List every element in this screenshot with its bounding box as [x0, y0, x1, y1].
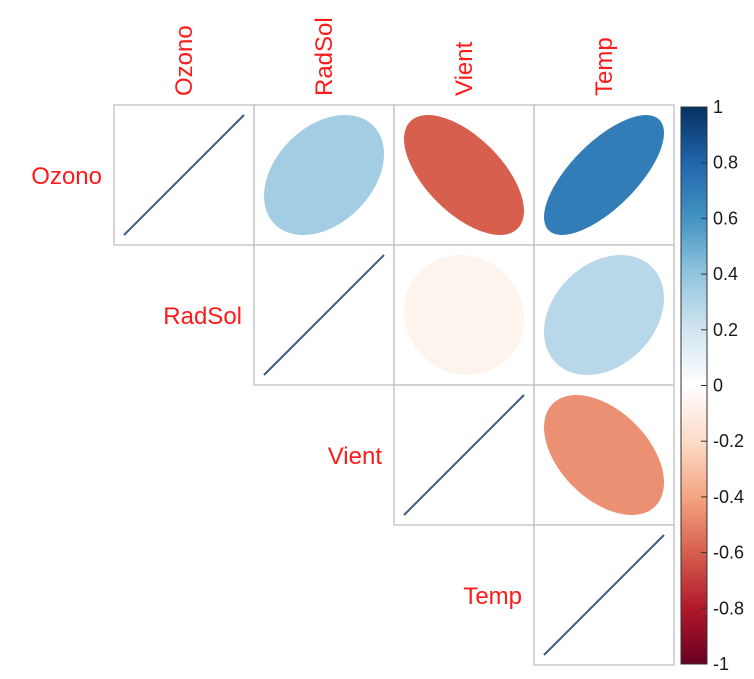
column-labels: Ozono RadSol Vient Temp [171, 17, 618, 96]
row-label-temp: Temp [463, 583, 522, 610]
column-label-temp: Temp [591, 37, 618, 96]
diagonal-line [403, 394, 525, 516]
colorbar-tick-label: -1 [713, 654, 729, 674]
column-label-vient: Vient [451, 41, 478, 96]
cell-vient-temp [533, 384, 675, 526]
colorbar-tick-label: 0.4 [713, 264, 738, 284]
cell-ozono-ozono [113, 104, 255, 246]
cell-radsol-temp [533, 244, 675, 386]
correlation-ellipse [543, 394, 664, 515]
correlation-ellipse [404, 115, 525, 236]
colorbar-tick-label: 0.8 [713, 153, 738, 173]
cell-radsol-vient [393, 244, 535, 386]
diagonal-line [543, 534, 665, 656]
row-label-ozono: Ozono [31, 163, 102, 190]
colorbar-tick-label: 1 [713, 97, 723, 117]
colorbar-tick-label: 0.6 [713, 208, 738, 228]
diagonal-line [123, 114, 245, 236]
colorbar: 1 0.8 0.6 0.4 0.2 0 -0.2 -0.4 -0.6 -0.8 -1 [680, 97, 744, 674]
colorbar-tick-label: 0.2 [713, 320, 738, 340]
row-label-vient: Vient [328, 443, 383, 470]
correlation-ellipse [263, 114, 384, 235]
colorbar-tick-label: -0.6 [713, 543, 744, 563]
correlation-ellipse [543, 255, 664, 376]
cell-ozono-temp [533, 104, 675, 246]
column-label-radsol: RadSol [311, 17, 338, 96]
cell-ozono-vient [393, 104, 535, 246]
correlation-cells [113, 104, 675, 666]
cell-radsol-radsol [253, 244, 395, 386]
colorbar-tick-label: -0.2 [713, 431, 744, 451]
correlation-ellipse [404, 255, 524, 376]
column-label-ozono: Ozono [171, 25, 198, 96]
row-labels: Ozono RadSol Vient Temp [31, 163, 522, 610]
row-label-radsol: RadSol [163, 303, 242, 330]
colorbar-tick-label: -0.4 [713, 487, 744, 507]
cell-vient-vient [393, 384, 535, 526]
diagonal-line [263, 254, 385, 376]
cell-temp-temp [533, 524, 675, 666]
cell-ozono-radsol [253, 104, 395, 246]
colorbar-tick-label: 0 [713, 376, 723, 396]
colorbar-tick-label: -0.8 [713, 598, 744, 618]
correlation-ellipse [544, 114, 665, 235]
